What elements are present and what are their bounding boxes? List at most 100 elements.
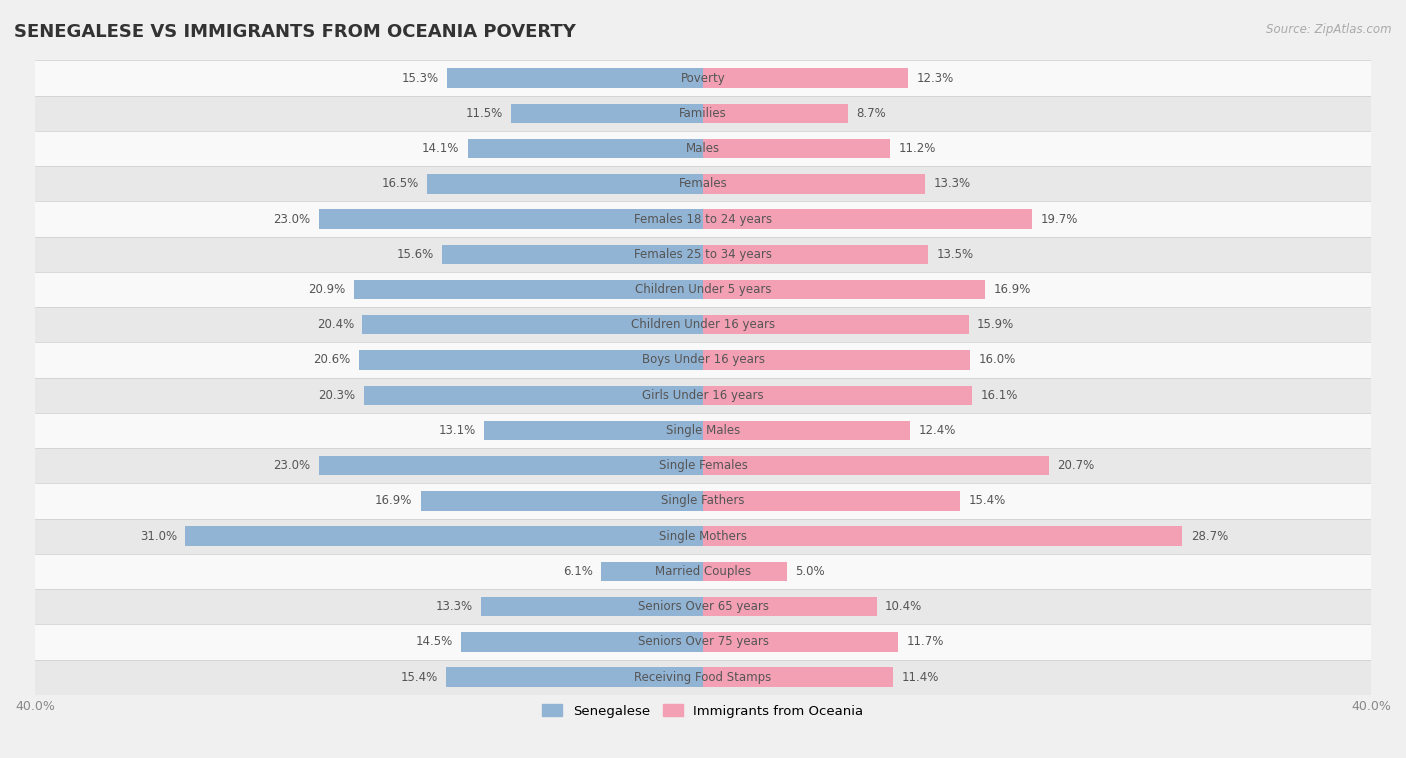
Text: 13.3%: 13.3% [436,600,472,613]
Bar [35,377,1371,413]
Text: Seniors Over 65 years: Seniors Over 65 years [637,600,769,613]
Text: 11.2%: 11.2% [898,142,936,155]
Text: Poverty: Poverty [681,71,725,85]
Bar [703,668,893,687]
Bar [359,350,703,370]
Text: 12.4%: 12.4% [918,424,956,437]
Bar [354,280,703,299]
Bar [447,68,703,88]
Bar [703,597,877,616]
Text: Source: ZipAtlas.com: Source: ZipAtlas.com [1267,23,1392,36]
Bar [446,668,703,687]
Text: SENEGALESE VS IMMIGRANTS FROM OCEANIA POVERTY: SENEGALESE VS IMMIGRANTS FROM OCEANIA PO… [14,23,576,41]
Text: Single Females: Single Females [658,459,748,472]
Bar [703,68,908,88]
Bar [35,659,1371,695]
Text: Males: Males [686,142,720,155]
Text: 8.7%: 8.7% [856,107,886,120]
Text: Single Mothers: Single Mothers [659,530,747,543]
Bar [703,174,925,193]
Bar [703,245,928,264]
Text: Single Males: Single Males [666,424,740,437]
Text: 20.9%: 20.9% [308,283,346,296]
Bar [35,131,1371,166]
Text: Females: Females [679,177,727,190]
Bar [35,518,1371,554]
Bar [510,104,703,123]
Text: Children Under 5 years: Children Under 5 years [634,283,772,296]
Bar [703,491,960,511]
Text: 5.0%: 5.0% [794,565,824,578]
Bar [468,139,703,158]
Text: 16.0%: 16.0% [979,353,1015,367]
Text: 10.4%: 10.4% [884,600,922,613]
Text: Boys Under 16 years: Boys Under 16 years [641,353,765,367]
Text: 11.5%: 11.5% [465,107,502,120]
Text: 19.7%: 19.7% [1040,212,1078,226]
Text: 20.4%: 20.4% [316,318,354,331]
Text: 15.6%: 15.6% [396,248,434,261]
Text: 6.1%: 6.1% [562,565,593,578]
Bar [35,272,1371,307]
Text: 23.0%: 23.0% [273,459,311,472]
Bar [319,456,703,475]
Bar [35,61,1371,96]
Bar [364,386,703,405]
Bar [35,413,1371,448]
Bar [35,307,1371,343]
Text: 20.6%: 20.6% [314,353,350,367]
Text: Single Fathers: Single Fathers [661,494,745,507]
Text: Families: Families [679,107,727,120]
Bar [703,315,969,334]
Text: 13.3%: 13.3% [934,177,970,190]
Bar [443,245,703,264]
Text: Receiving Food Stamps: Receiving Food Stamps [634,671,772,684]
Bar [420,491,703,511]
Bar [35,343,1371,377]
Text: 13.1%: 13.1% [439,424,475,437]
Text: 28.7%: 28.7% [1191,530,1227,543]
Bar [703,350,970,370]
Bar [703,456,1049,475]
Text: 11.7%: 11.7% [907,635,945,648]
Text: Married Couples: Married Couples [655,565,751,578]
Text: 15.9%: 15.9% [977,318,1014,331]
Bar [703,104,848,123]
Bar [703,562,786,581]
Bar [35,202,1371,236]
Text: 15.4%: 15.4% [401,671,437,684]
Bar [703,527,1182,546]
Text: 16.1%: 16.1% [980,389,1018,402]
Text: 23.0%: 23.0% [273,212,311,226]
Bar [703,386,972,405]
Bar [35,484,1371,518]
Text: Children Under 16 years: Children Under 16 years [631,318,775,331]
Bar [703,139,890,158]
Text: 16.9%: 16.9% [994,283,1031,296]
Text: Females 25 to 34 years: Females 25 to 34 years [634,248,772,261]
Text: 20.7%: 20.7% [1057,459,1094,472]
Bar [35,96,1371,131]
Text: 14.5%: 14.5% [415,635,453,648]
Text: 16.9%: 16.9% [375,494,412,507]
Bar [703,632,898,652]
Text: Seniors Over 75 years: Seniors Over 75 years [637,635,769,648]
Bar [602,562,703,581]
Text: Girls Under 16 years: Girls Under 16 years [643,389,763,402]
Legend: Senegalese, Immigrants from Oceania: Senegalese, Immigrants from Oceania [537,699,869,723]
Bar [461,632,703,652]
Text: 16.5%: 16.5% [382,177,419,190]
Bar [35,554,1371,589]
Bar [427,174,703,193]
Text: 11.4%: 11.4% [901,671,939,684]
Text: 15.4%: 15.4% [969,494,1005,507]
Text: 14.1%: 14.1% [422,142,460,155]
Bar [35,448,1371,484]
Text: 20.3%: 20.3% [319,389,356,402]
Bar [319,209,703,229]
Bar [35,589,1371,625]
Text: 12.3%: 12.3% [917,71,955,85]
Bar [481,597,703,616]
Bar [703,209,1032,229]
Text: Females 18 to 24 years: Females 18 to 24 years [634,212,772,226]
